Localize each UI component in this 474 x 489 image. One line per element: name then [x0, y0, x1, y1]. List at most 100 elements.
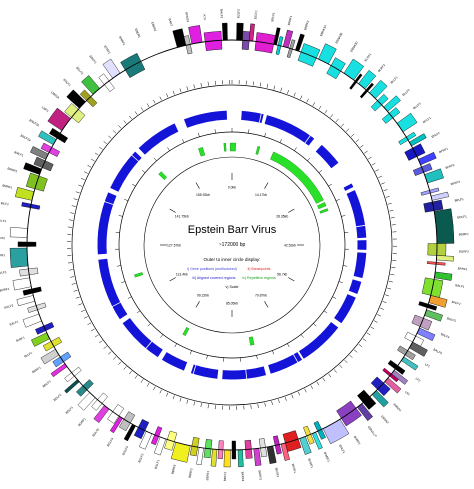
ring-circle-0 — [26, 39, 438, 451]
outer-tick — [264, 402, 266, 407]
gene-label: BARF1 — [458, 266, 468, 271]
outer-tick — [316, 381, 320, 386]
gene-label: BFLF2 — [431, 131, 441, 139]
mid-tick — [214, 129, 216, 134]
outer-tick — [385, 294, 390, 297]
gene-label: BRRF1 — [287, 15, 293, 26]
outer-tick — [359, 144, 364, 148]
outer-tick — [287, 89, 289, 94]
gene-label: BMRF2 — [7, 166, 18, 173]
gene-label: A73 — [202, 14, 207, 20]
outer-tick — [366, 332, 371, 336]
outer-tick — [355, 139, 359, 143]
scale-tick — [288, 277, 295, 282]
aligned-gap — [110, 301, 122, 308]
mid-tick — [279, 138, 282, 143]
outer-tick — [390, 217, 395, 219]
gene-label: BFRF1 — [438, 147, 449, 155]
gene-block — [396, 112, 418, 133]
gene-label: BRRF2 — [303, 20, 310, 31]
outer-tick — [108, 351, 112, 355]
outer-tick — [273, 85, 276, 90]
outer-tick — [81, 309, 85, 312]
gene-label: BCRF1 — [307, 458, 314, 469]
outer-tick — [340, 123, 345, 127]
outer-tick — [84, 316, 88, 319]
repeat-region — [158, 171, 168, 181]
legend-item-repetitive: iv) Repetitive regions — [242, 276, 276, 280]
gene-label: EBNA2 — [380, 414, 390, 424]
aligned-gap — [354, 224, 367, 228]
repeat-region — [223, 142, 227, 152]
gene-block — [15, 187, 35, 201]
outer-tick — [99, 146, 103, 150]
gene-label: BKRF1 — [291, 463, 298, 474]
mid-tick — [160, 334, 164, 338]
gene-block — [436, 255, 454, 262]
legend-item-aligned: iii) Aligned covered regions — [193, 276, 236, 280]
gene-label: LMP2A — [50, 90, 60, 99]
outer-tick — [94, 152, 99, 156]
gene-label: EBNA3A — [319, 24, 327, 36]
outer-tick — [280, 87, 283, 92]
outer-tick — [73, 290, 78, 292]
outer-tick — [71, 205, 76, 207]
repeat-region — [319, 208, 329, 214]
scale-tick — [264, 182, 269, 189]
scale-tick — [264, 301, 269, 308]
scale-tick — [288, 208, 295, 213]
outer-tick — [297, 391, 301, 396]
outer-tick — [75, 296, 80, 299]
legend-item-scale: v) Scale — [226, 285, 239, 289]
gene-label: EBNA3B — [334, 32, 343, 44]
gene-label: BDLF2 — [53, 393, 63, 402]
outer-tick — [349, 354, 353, 358]
gene-block — [401, 356, 419, 371]
gene-label: BMLF1 — [14, 150, 25, 158]
gene-label: RPMS1 — [184, 12, 190, 23]
outer-tick — [200, 403, 202, 408]
gene-label: BALF5 — [433, 347, 443, 355]
gene-label: BHLF1 — [338, 444, 346, 454]
aligned-gap — [258, 112, 262, 125]
gene-block — [248, 23, 255, 42]
aligned-gap — [103, 200, 115, 206]
outer-tick — [78, 303, 83, 306]
outer-tick — [91, 328, 95, 332]
repeat-region — [198, 147, 206, 157]
outer-tick — [291, 394, 294, 399]
aligned-region — [97, 192, 117, 255]
gene-label: EBER2 — [150, 21, 157, 32]
legend-heading: Outer to inner circle display: — [204, 257, 261, 262]
gene-label: BALF2 — [219, 9, 223, 19]
gene-label: BALF2 — [451, 300, 461, 306]
outer-tick — [129, 115, 132, 120]
aligned-gap — [303, 134, 312, 145]
legend-item-breakpoints: ii) Breakpoints — [248, 267, 271, 271]
outer-tick — [99, 340, 103, 344]
gene-label: BOLF1 — [457, 214, 467, 219]
aligned-region — [241, 110, 264, 124]
gene-label: BLLF3 — [412, 101, 422, 110]
outer-tick — [159, 96, 162, 101]
scale-label: 155.92kb — [196, 193, 210, 197]
outer-tick — [312, 102, 316, 106]
outer-tick — [193, 84, 195, 89]
repeat-region — [270, 151, 324, 204]
outer-tick — [166, 392, 169, 397]
mid-tick — [116, 265, 121, 267]
outer-tick — [81, 178, 85, 181]
aligned-gap — [329, 320, 340, 329]
outer-tick — [344, 359, 348, 364]
aligned-region — [346, 190, 367, 239]
gene-block — [210, 448, 218, 467]
gene-label: BORF2 — [459, 249, 469, 253]
gene-block — [12, 277, 32, 291]
mid-tick — [338, 281, 343, 284]
repeat-region — [248, 336, 255, 346]
aligned-region — [268, 352, 303, 374]
outer-tick — [123, 366, 127, 370]
outer-tick — [123, 120, 127, 124]
outer-tick — [318, 105, 322, 110]
gene-label: BVLF1 — [0, 270, 7, 275]
